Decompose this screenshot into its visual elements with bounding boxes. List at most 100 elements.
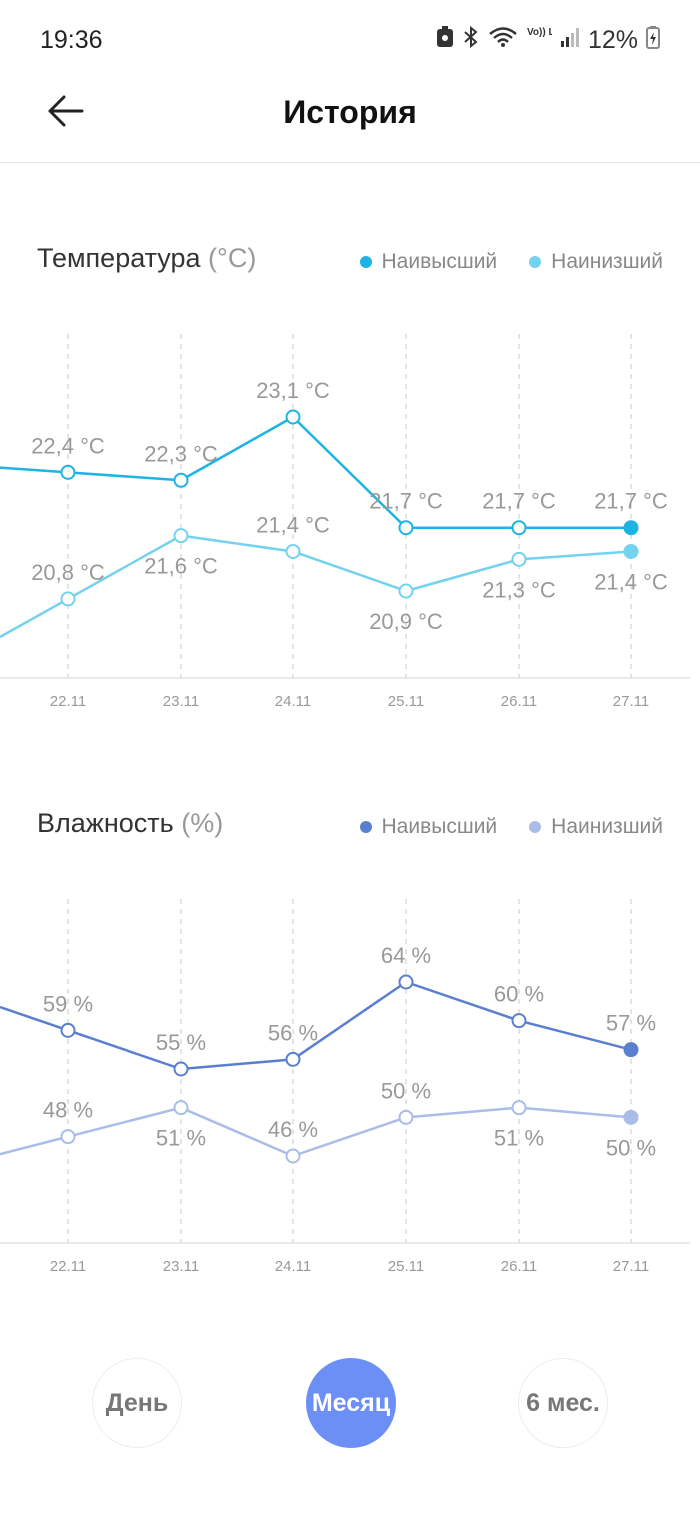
battery-icon — [646, 25, 660, 56]
temperature-title: Температура (°C) — [37, 243, 256, 274]
legend-dot-max — [359, 256, 372, 268]
data-label: 60 % — [494, 982, 544, 1007]
data-label: 21,3 °C — [482, 577, 556, 602]
legend-label-min: Наинизший — [551, 815, 663, 838]
data-label: 50 % — [606, 1135, 656, 1160]
data-point — [511, 551, 527, 567]
data-point — [511, 1013, 527, 1029]
humidity-legend: Наивысший Наинизший — [359, 815, 663, 839]
legend-dot-max — [359, 821, 372, 833]
status-bar: 19:36 Vo)) LTE1 12% — [0, 0, 700, 80]
data-label: 21,4 °C — [256, 512, 330, 537]
humidity-chart-svg: 22.11 23.11 24.11 25.11 26.11 27.11 59 % 55 % 56… — [0, 899, 690, 1275]
data-label: 57 % — [606, 1011, 656, 1036]
data-label: 20,9 °C — [369, 609, 443, 634]
signal-icon — [560, 26, 580, 55]
data-label: 21,4 °C — [594, 569, 668, 594]
data-point — [173, 1100, 189, 1116]
temperature-unit: (°C) — [208, 243, 257, 273]
legend-label-max: Наивысший — [381, 815, 498, 838]
x-tick-label: 23.11 — [163, 1258, 199, 1275]
data-label: 51 % — [494, 1126, 544, 1151]
x-tick-label: 27.11 — [613, 693, 649, 710]
x-tick-label: 25.11 — [388, 693, 424, 710]
data-point — [60, 591, 76, 607]
data-point — [285, 543, 301, 559]
humidity-unit: (%) — [181, 808, 224, 838]
data-point — [398, 1109, 414, 1125]
data-point — [60, 1022, 76, 1038]
x-tick-label: 24.11 — [275, 693, 311, 710]
x-tick-label: 23.11 — [163, 693, 199, 710]
data-point — [398, 583, 414, 599]
data-point — [398, 974, 414, 990]
data-label: 21,7 °C — [369, 489, 443, 514]
temperature-chart-svg: 22.11 23.11 24.11 25.11 26.11 27.11 22,4 °C 22,… — [0, 334, 690, 710]
back-button[interactable] — [36, 90, 96, 140]
arrow-left-icon — [48, 95, 84, 127]
range-tabs: День Месяц 6 мес. — [0, 1358, 700, 1450]
bluetooth-icon — [462, 25, 480, 56]
data-point — [285, 1051, 301, 1067]
data-label: 22,4 °C — [31, 433, 105, 458]
data-label: 64 % — [381, 943, 431, 968]
temperature-legend: Наивысший Наинизший — [359, 250, 663, 274]
status-time: 19:36 — [40, 26, 103, 54]
page-title: История — [283, 94, 417, 130]
legend-label-max: Наивысший — [381, 250, 498, 273]
legend-dot-min — [529, 821, 542, 833]
temperature-title-text: Температура — [37, 243, 201, 273]
legend-item-min: Наинизший — [529, 815, 663, 839]
x-tick-label: 22.11 — [50, 693, 86, 710]
humidity-title: Влажность (%) — [37, 808, 223, 839]
data-point — [623, 1042, 639, 1058]
temperature-chart: 22.11 23.11 24.11 25.11 26.11 27.11 22,4 °C 22,… — [0, 330, 700, 720]
data-point — [623, 543, 639, 559]
data-point — [285, 1148, 301, 1164]
data-point — [623, 520, 639, 536]
data-label: 48 % — [43, 1098, 93, 1123]
range-tab-month[interactable]: Месяц — [306, 1358, 396, 1448]
x-tick-label: 25.11 — [388, 1258, 424, 1275]
range-tab-6-months[interactable]: 6 мес. — [518, 1358, 608, 1448]
humidity-title-text: Влажность — [37, 808, 174, 838]
range-tab-day[interactable]: День — [92, 1358, 182, 1448]
legend-item-max: Наивысший — [359, 815, 498, 839]
data-label: 50 % — [381, 1078, 431, 1103]
data-point — [511, 1100, 527, 1116]
data-point — [623, 1109, 639, 1125]
data-point — [285, 409, 301, 425]
data-label: 21,7 °C — [594, 489, 668, 514]
data-label: 22,3 °C — [144, 441, 218, 466]
wifi-icon — [488, 25, 518, 56]
data-label: 20,8 °C — [31, 560, 105, 585]
status-icons: Vo)) LTE1 12% — [436, 24, 660, 56]
data-label: 59 % — [43, 991, 93, 1016]
x-tick-label: 24.11 — [275, 1258, 311, 1275]
data-point — [173, 1061, 189, 1077]
legend-item-max: Наивысший — [359, 250, 498, 274]
data-point — [173, 472, 189, 488]
data-label: 56 % — [268, 1020, 318, 1045]
data-label: 55 % — [156, 1030, 206, 1055]
legend-item-min: Наинизший — [529, 250, 663, 274]
svg-text:Vo)) LTE1: Vo)) LTE1 — [527, 27, 552, 38]
x-tick-label: 26.11 — [501, 693, 537, 710]
x-tick-label: 27.11 — [613, 1258, 649, 1275]
header: История — [0, 80, 700, 163]
data-label: 21,6 °C — [144, 554, 218, 579]
nfc-icon — [436, 25, 454, 56]
data-point — [60, 464, 76, 480]
x-tick-label: 22.11 — [50, 1258, 86, 1275]
data-label: 51 % — [156, 1126, 206, 1151]
data-label: 21,7 °C — [482, 489, 556, 514]
data-point — [173, 528, 189, 544]
humidity-chart: 22.11 23.11 24.11 25.11 26.11 27.11 59 % 55 % 56… — [0, 895, 700, 1285]
volte-icon: Vo)) LTE1 — [526, 24, 573, 57]
data-point — [511, 520, 527, 536]
data-label: 46 % — [268, 1117, 318, 1142]
legend-label-min: Наинизший — [551, 250, 663, 273]
data-label: 23,1 °C — [256, 378, 330, 403]
legend-dot-min — [529, 256, 542, 268]
x-tick-label: 26.11 — [501, 1258, 537, 1275]
